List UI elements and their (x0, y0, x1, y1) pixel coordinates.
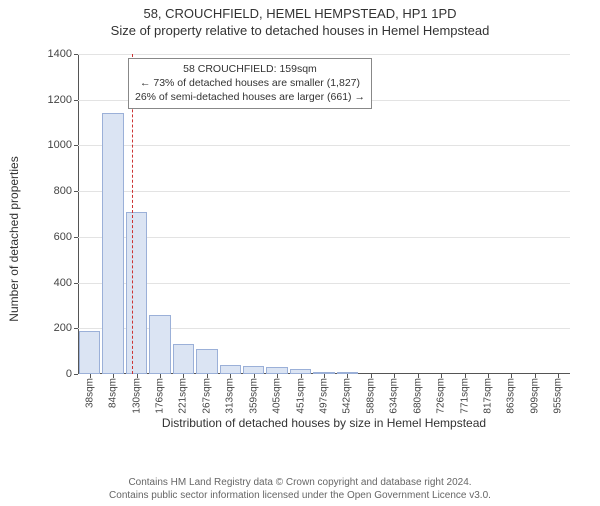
histogram-bar (220, 365, 242, 374)
xtick-label: 680sqm (412, 378, 423, 414)
xtick-label: 84sqm (108, 378, 119, 408)
histogram-bar (126, 212, 148, 374)
ytick-label: 800 (54, 185, 72, 197)
xtick-label: 405sqm (272, 378, 283, 414)
ytick-label: 1000 (48, 139, 72, 151)
xtick-label: 313sqm (225, 378, 236, 414)
xtick-label: 817sqm (483, 378, 494, 414)
ytick-label: 0 (66, 368, 72, 380)
histogram-bar (243, 366, 265, 374)
ytick-mark (74, 54, 78, 55)
xtick-label: 176sqm (155, 378, 166, 414)
annotation-box: 58 CROUCHFIELD: 159sqm← 73% of detached … (128, 58, 372, 109)
ytick-label: 400 (54, 277, 72, 289)
xtick-label: 955sqm (553, 378, 564, 414)
xtick-label: 771sqm (459, 378, 470, 414)
xtick-label: 267sqm (201, 378, 212, 414)
xtick-label: 726sqm (436, 378, 447, 414)
histogram-bar (102, 113, 124, 374)
annotation-line1: 58 CROUCHFIELD: 159sqm (135, 62, 365, 76)
ytick-label: 200 (54, 322, 72, 334)
xtick-label: 863sqm (506, 378, 517, 414)
footer-line1: Contains HM Land Registry data © Crown c… (0, 476, 600, 489)
gridline (78, 237, 570, 238)
footer-attribution: Contains HM Land Registry data © Crown c… (0, 476, 600, 502)
histogram-bar (149, 315, 171, 374)
gridline (78, 54, 570, 55)
annotation-line3: 26% of semi-detached houses are larger (… (135, 90, 365, 104)
ytick-mark (74, 100, 78, 101)
xtick-label: 588sqm (365, 378, 376, 414)
plot-area: 020040060080010001200140038sqm84sqm130sq… (78, 54, 570, 374)
xtick-label: 497sqm (319, 378, 330, 414)
gridline (78, 145, 570, 146)
page-title-line2: Size of property relative to detached ho… (0, 23, 600, 38)
footer-line2: Contains public sector information licen… (0, 489, 600, 502)
page-title-line1: 58, CROUCHFIELD, HEMEL HEMPSTEAD, HP1 1P… (0, 6, 600, 21)
ytick-label: 1200 (48, 94, 72, 106)
chart-container: Number of detached properties 0200400600… (50, 54, 570, 424)
xtick-label: 634sqm (389, 378, 400, 414)
ytick-label: 600 (54, 231, 72, 243)
ytick-mark (74, 191, 78, 192)
xtick-label: 130sqm (131, 378, 142, 414)
histogram-bar (196, 349, 218, 374)
gridline (78, 283, 570, 284)
ytick-mark (74, 145, 78, 146)
x-axis-label: Distribution of detached houses by size … (78, 416, 570, 430)
xtick-label: 221sqm (178, 378, 189, 414)
histogram-bar (79, 331, 101, 374)
gridline (78, 191, 570, 192)
xtick-label: 38sqm (84, 378, 95, 408)
xtick-label: 909sqm (529, 378, 540, 414)
xtick-label: 542sqm (342, 378, 353, 414)
histogram-bar (266, 367, 288, 374)
ytick-mark (74, 374, 78, 375)
ytick-mark (74, 328, 78, 329)
histogram-bar (173, 344, 195, 374)
y-axis-label: Number of detached properties (7, 156, 21, 321)
ytick-mark (74, 237, 78, 238)
ytick-mark (74, 283, 78, 284)
ytick-label: 1400 (48, 48, 72, 60)
xtick-label: 359sqm (248, 378, 259, 414)
xtick-label: 451sqm (295, 378, 306, 414)
annotation-line2: ← 73% of detached houses are smaller (1,… (135, 76, 365, 90)
